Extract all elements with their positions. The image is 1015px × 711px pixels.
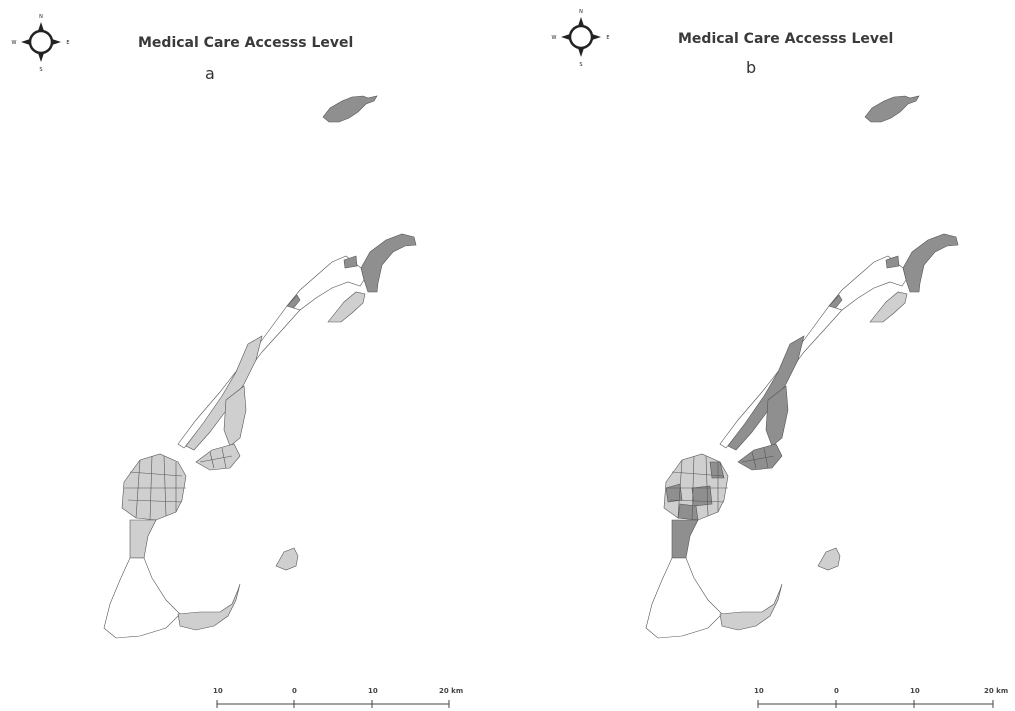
bay-islet bbox=[869, 291, 908, 323]
region-east-light bbox=[223, 385, 247, 447]
compass-e: E bbox=[606, 35, 609, 41]
scale-bar bbox=[216, 700, 450, 708]
region-ne-tip bbox=[360, 233, 417, 293]
compass-rose-icon: N S E W bbox=[12, 14, 70, 73]
map-title: Medical Care Accesss Level bbox=[678, 31, 894, 47]
panel-label: b bbox=[746, 58, 757, 77]
map-canvas bbox=[645, 95, 994, 708]
region-mid-dark bbox=[727, 335, 805, 451]
region-ne-tip bbox=[902, 233, 959, 293]
compass-w: W bbox=[12, 40, 17, 46]
map-title: Medical Care Accesss Level bbox=[138, 35, 354, 51]
scale-tick: 0 bbox=[834, 687, 839, 695]
compass-s: S bbox=[39, 67, 42, 73]
town-cluster bbox=[121, 453, 187, 521]
compass-e: E bbox=[66, 40, 69, 46]
region-arm-dark-block bbox=[343, 255, 358, 269]
scale-tick: 20 km bbox=[439, 687, 464, 695]
north-island bbox=[864, 95, 920, 123]
compass-n: N bbox=[579, 9, 583, 15]
scale-tick: 20 km bbox=[984, 687, 1009, 695]
scale-bar bbox=[757, 700, 994, 708]
bay-islet bbox=[327, 291, 366, 323]
region-hook bbox=[719, 583, 783, 631]
region-east-tracts bbox=[737, 443, 783, 471]
compass-n: N bbox=[39, 14, 43, 20]
scale-tick: 10 bbox=[910, 687, 920, 695]
region-mid-light bbox=[185, 335, 263, 451]
region-arm-dark-block bbox=[885, 255, 900, 269]
north-island bbox=[322, 95, 378, 123]
offshore-island bbox=[817, 547, 841, 571]
region-hook bbox=[177, 583, 241, 631]
region-south-neck bbox=[129, 519, 157, 559]
scale-tick: 10 bbox=[368, 687, 378, 695]
compass-w: W bbox=[552, 35, 557, 41]
map-panel-b: N S E W Medical Care Accesss Level b bbox=[508, 0, 1015, 711]
region-south-tip bbox=[645, 557, 723, 639]
town-dark-tracts bbox=[665, 461, 725, 521]
panel-label: a bbox=[205, 64, 215, 83]
region-south-neck bbox=[671, 519, 699, 559]
map-canvas bbox=[103, 95, 450, 708]
region-south-tip bbox=[103, 557, 181, 639]
compass-rose-icon: N S E W bbox=[552, 9, 610, 68]
compass-s: S bbox=[579, 62, 582, 68]
scale-tick: 10 bbox=[754, 687, 764, 695]
scale-tick: 10 bbox=[213, 687, 223, 695]
region-east-dark bbox=[765, 385, 789, 447]
offshore-island bbox=[275, 547, 299, 571]
scale-tick: 0 bbox=[292, 687, 297, 695]
map-panel-a: N S E W Medical Care Accesss Level a bbox=[0, 0, 507, 711]
region-east-tracts bbox=[195, 443, 241, 471]
